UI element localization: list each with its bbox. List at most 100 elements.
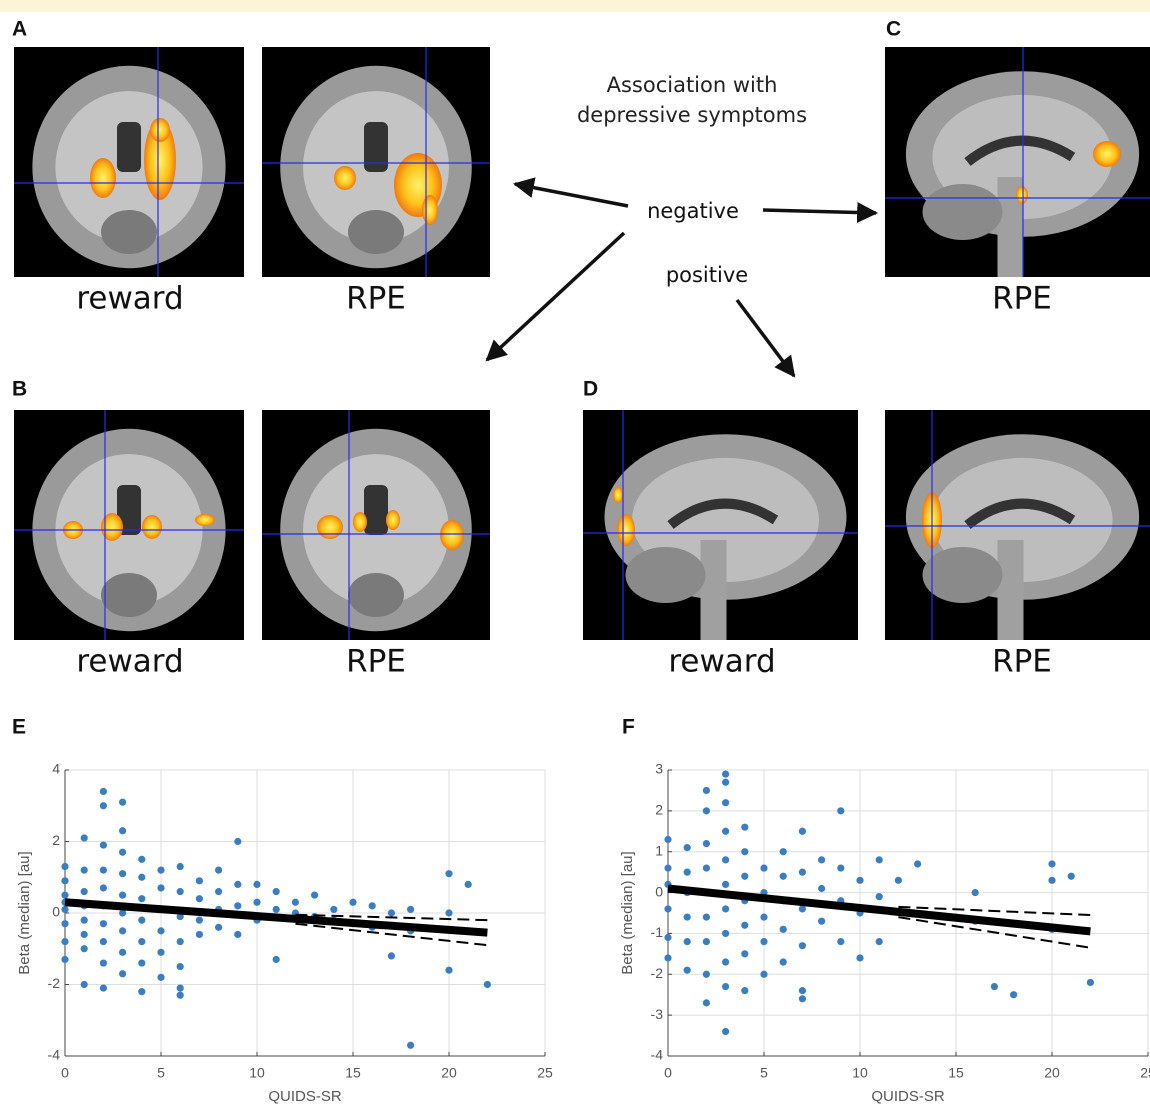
cerebellum [923, 184, 1003, 240]
scatter-point [722, 958, 729, 965]
y-tick-label: -1 [651, 924, 664, 940]
scatter-point [138, 856, 145, 863]
scatter-point [349, 899, 356, 906]
y-tick-label: 2 [655, 802, 663, 818]
scatter-point [100, 884, 107, 891]
scatter-point [722, 905, 729, 912]
charts: -4-20240510152025QUIDS-SRBeta (median) [… [16, 761, 1150, 1105]
scatter-point [818, 918, 825, 925]
scatter-point [157, 949, 164, 956]
scatter-point [760, 971, 767, 978]
x-axis-label: QUIDS-SR [268, 1088, 342, 1105]
scatter-point [722, 779, 729, 786]
scatter-point [837, 807, 844, 814]
scatter-point [703, 938, 710, 945]
x-tick-label: 5 [157, 1065, 165, 1081]
scatter-point [703, 840, 710, 847]
activation [422, 195, 438, 225]
scatter-point [876, 893, 883, 900]
scatter-point [760, 864, 767, 871]
scatter-point [684, 844, 691, 851]
activation [353, 512, 367, 532]
x-axis-label: QUIDS-SR [871, 1088, 945, 1105]
scatter-point [177, 938, 184, 945]
x-tick-label: 20 [1044, 1065, 1060, 1081]
caption: RPE [346, 281, 406, 317]
scatter-point [1048, 860, 1055, 867]
scatter-point [703, 807, 710, 814]
brainstem [101, 573, 157, 617]
scatter-point [780, 958, 787, 965]
scatter-point [177, 963, 184, 970]
heading: depressive symptoms [577, 103, 807, 127]
y-tick-label: 3 [655, 761, 663, 777]
scatter-point [684, 869, 691, 876]
top-band [0, 0, 1150, 12]
brainstem [348, 210, 404, 254]
scatter-point [81, 834, 88, 841]
cerebellum [923, 547, 1003, 603]
scatter-point [119, 970, 126, 977]
scatter-point [61, 877, 68, 884]
x-tick-label: 0 [664, 1065, 672, 1081]
brainstem [348, 573, 404, 617]
x-tick-label: 5 [760, 1065, 768, 1081]
scatter-point [273, 956, 280, 963]
ventricle [364, 485, 388, 535]
scatter-point [253, 881, 260, 888]
arrow-label: negative [647, 199, 739, 223]
scatter-point [664, 836, 671, 843]
y-axis-label: Beta (median) [au] [16, 851, 33, 974]
scatter-point [856, 877, 863, 884]
scatter-point [330, 906, 337, 913]
scatter-point [445, 909, 452, 916]
y-tick-label: -4 [651, 1047, 664, 1063]
brain-images [14, 47, 1150, 640]
scatter-point [119, 949, 126, 956]
brainstem [701, 540, 727, 640]
panel-label: F [622, 716, 635, 739]
scatter-point [664, 954, 671, 961]
scatter-point [61, 956, 68, 963]
x-tick-label: 25 [537, 1065, 553, 1081]
scatter-point [445, 967, 452, 974]
scatter-point [234, 902, 241, 909]
scatter-point [119, 827, 126, 834]
scatter-point [138, 938, 145, 945]
scatter-point [722, 1028, 729, 1035]
scatter-point [895, 877, 902, 884]
activation [1016, 186, 1028, 204]
scatter-point [215, 888, 222, 895]
scatter-point [760, 938, 767, 945]
scatter-point [100, 802, 107, 809]
activation [334, 166, 356, 190]
scatter-point [1068, 873, 1075, 880]
scatter-point [234, 881, 241, 888]
activation [440, 520, 464, 550]
arrow [737, 300, 794, 376]
scatter-point [177, 992, 184, 999]
scatter-point [61, 938, 68, 945]
scatter-point [61, 863, 68, 870]
y-tick-label: 0 [655, 883, 663, 899]
scatter-point [81, 931, 88, 938]
scatter-point [81, 888, 88, 895]
scatter-point [741, 873, 748, 880]
scatter-point [157, 867, 164, 874]
scatter-point [1010, 991, 1017, 998]
panel-label: A [12, 18, 27, 41]
scatter-point [100, 959, 107, 966]
scatter-point [407, 906, 414, 913]
x-tick-label: 10 [249, 1065, 265, 1081]
scatter-point [914, 860, 921, 867]
y-tick-label: -3 [651, 1006, 664, 1022]
scatter-point [138, 895, 145, 902]
scatter-point [780, 926, 787, 933]
scatter-point [311, 892, 318, 899]
activation [617, 514, 635, 546]
activation [150, 118, 170, 142]
scatter-point [780, 848, 787, 855]
x-tick-label: 25 [1140, 1065, 1150, 1081]
caption: reward [668, 644, 775, 680]
caption: RPE [992, 644, 1052, 680]
